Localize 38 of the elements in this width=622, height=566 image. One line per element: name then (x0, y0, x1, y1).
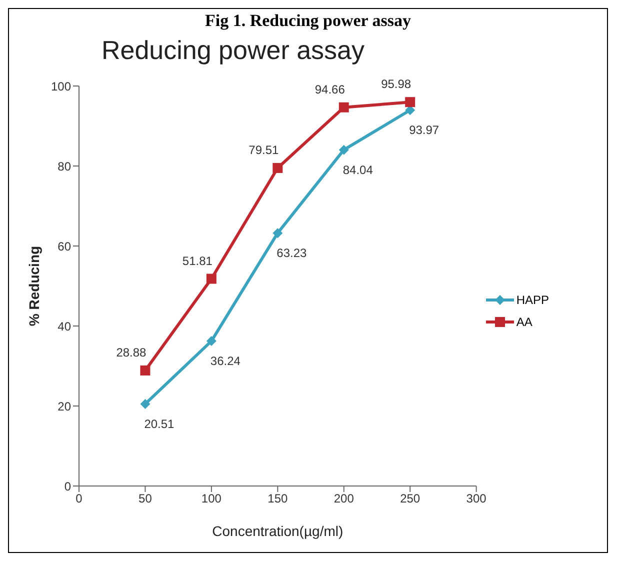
data-label: 36.24 (210, 354, 241, 368)
x-tick-label: 250 (400, 492, 420, 506)
x-tick-label: 200 (334, 492, 354, 506)
x-tick-label: 300 (466, 492, 487, 506)
point (206, 274, 216, 284)
point (272, 162, 283, 173)
legend-label: HAPP (516, 293, 549, 307)
y-axis-title: % Reducing (26, 246, 42, 326)
data-label: 28.88 (116, 345, 147, 360)
data-label: 84.04 (342, 162, 374, 177)
x-tick-label: 100 (201, 492, 222, 506)
point (272, 228, 283, 238)
x-tick-label: 0 (76, 492, 83, 506)
point (338, 102, 349, 112)
point (405, 97, 416, 108)
y-tick-label: 80 (58, 159, 72, 174)
data-label: 95.98 (381, 77, 412, 92)
y-tick-label: 20 (58, 399, 72, 414)
data-label: 94.66 (314, 82, 346, 96)
data-label: 79.51 (248, 142, 279, 157)
point (140, 398, 150, 409)
legend-label: AA (516, 315, 532, 329)
data-label: 20.51 (144, 416, 175, 431)
point (140, 365, 150, 376)
y-tick-label: 60 (58, 239, 72, 254)
y-tick-label: 100 (50, 79, 72, 94)
point (206, 336, 216, 346)
x-tick-label: 150 (268, 492, 288, 506)
chart-title: Fig 1. Reducing power assay (204, 11, 412, 31)
chart-subtitle: Reducing power assay (100, 35, 366, 66)
point (338, 144, 349, 155)
y-tick-label: 40 (58, 319, 72, 334)
x-tick-label: 50 (138, 492, 152, 506)
x-axis-title: Concentration(µg/ml) (212, 523, 344, 539)
data-label: 63.23 (276, 246, 307, 260)
y-tick-label: 0 (64, 479, 72, 494)
data-label: 51.81 (182, 254, 213, 268)
data-label: 93.97 (409, 123, 440, 138)
